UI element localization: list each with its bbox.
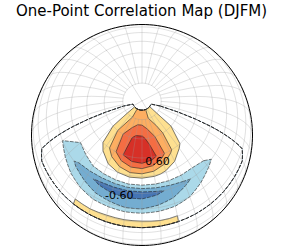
- html-text:One-Point Correlation Map (DJF: One-Point Correlation Map (DJFM): [15, 2, 268, 20]
- svg-text:-0.60: -0.60: [105, 189, 133, 202]
- svg-text:0.60: 0.60: [145, 155, 170, 168]
